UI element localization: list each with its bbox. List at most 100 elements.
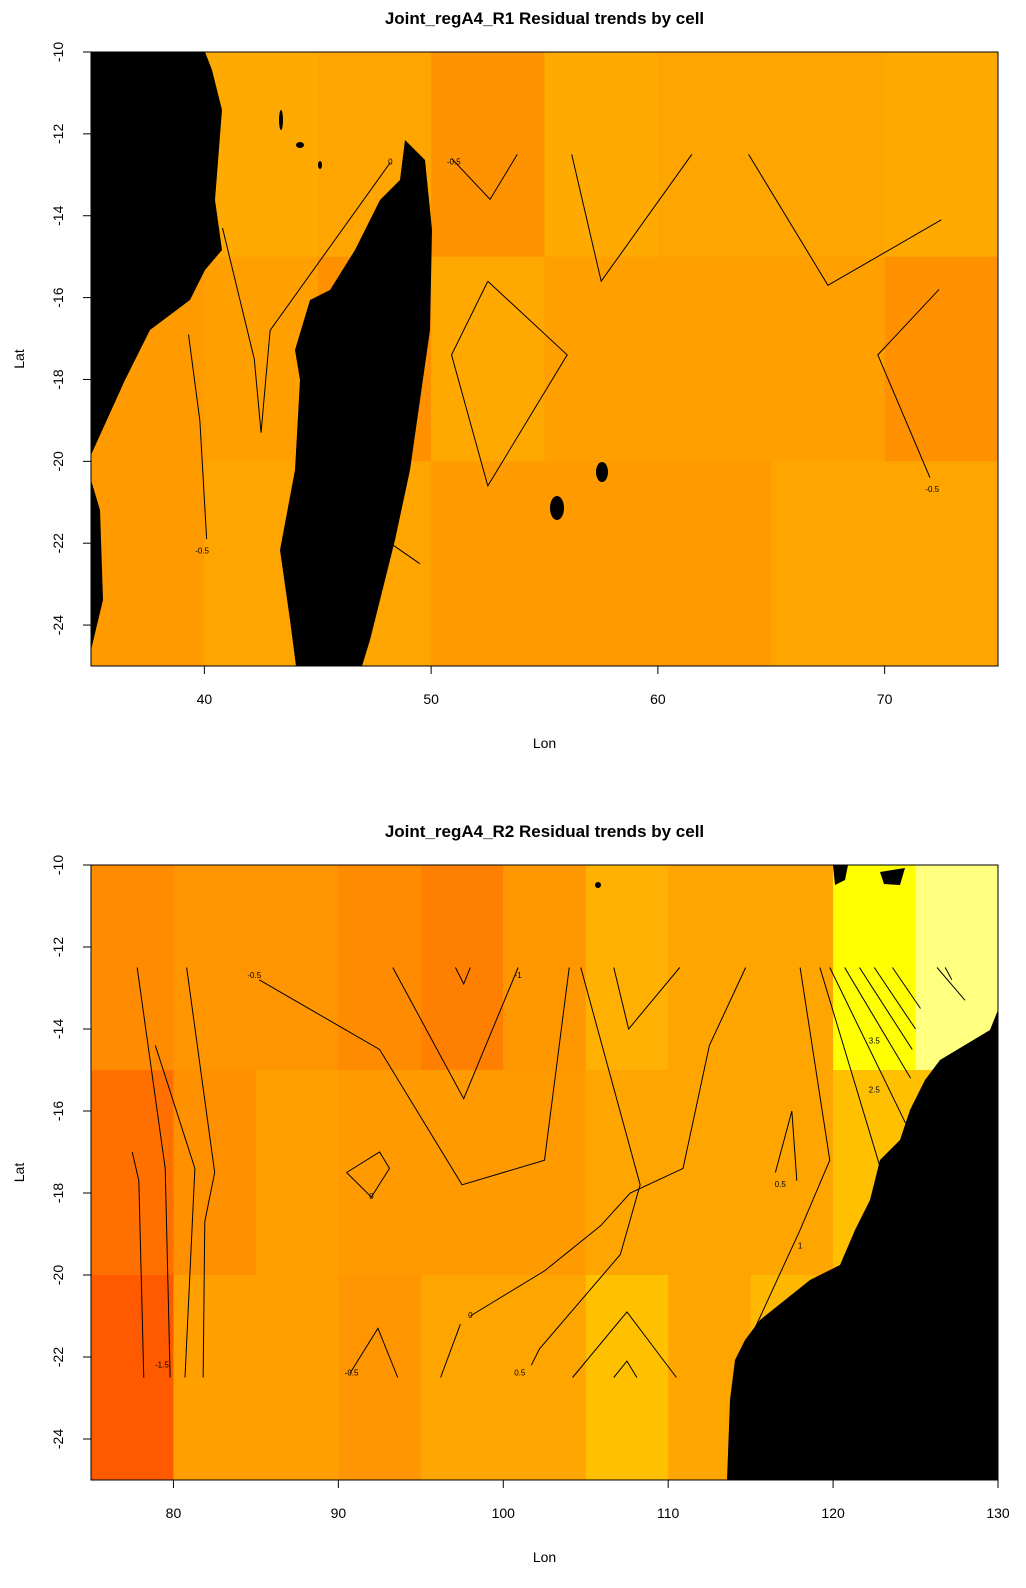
contour-label: 3.5 [869, 1036, 881, 1045]
contour-line [258, 967, 570, 1186]
cell [668, 865, 752, 1071]
cell [91, 461, 205, 666]
x-tick-label: 100 [492, 1505, 516, 1521]
cell [657, 256, 772, 462]
y-tick-label: -16 [50, 287, 66, 307]
cell [503, 1275, 587, 1480]
land [91, 52, 608, 666]
cell [771, 461, 886, 666]
contour-line [392, 967, 519, 1100]
cell [657, 52, 772, 258]
cell [750, 1070, 834, 1276]
cell [255, 865, 339, 1071]
contour-line [877, 289, 940, 478]
contour-label: -1.5 [155, 1360, 169, 1369]
contour-line [746, 967, 831, 1345]
contour-line [774, 1110, 798, 1181]
contour-line [829, 967, 907, 1124]
y-tick-label: -14 [50, 1019, 66, 1039]
plot-frame [90, 864, 999, 1481]
y-tick-label: -10 [50, 855, 66, 875]
land [595, 865, 998, 1480]
x-tick-label: 50 [423, 691, 439, 707]
cells [91, 52, 998, 666]
contour-line [154, 1045, 196, 1378]
contour-line [222, 162, 391, 433]
cell [544, 52, 659, 258]
x-tick-label: 90 [331, 1505, 347, 1521]
x-tick-label: 40 [197, 691, 213, 707]
contour-line [748, 154, 942, 286]
cell [884, 461, 998, 666]
cell [338, 1275, 422, 1480]
plot-frame [90, 51, 999, 667]
x-tick-label: 60 [650, 691, 666, 707]
cell [420, 1275, 504, 1480]
cell [91, 865, 174, 1071]
contour-label: 0 [468, 1311, 473, 1320]
contour-line [819, 967, 880, 1165]
y-tick-label: -16 [50, 1101, 66, 1121]
y-tick-label: -24 [50, 615, 66, 635]
contour-line [349, 1327, 399, 1378]
contour-line [450, 280, 568, 488]
x-axis-label: Lon [533, 735, 556, 751]
cell [173, 865, 257, 1071]
x-tick-label: 80 [166, 1505, 182, 1521]
contour-label: 2.5 [869, 1086, 881, 1095]
cell [503, 1070, 587, 1276]
contour-line [188, 334, 208, 540]
contour-line [873, 967, 916, 1030]
contour-line [136, 967, 171, 1378]
contour-line [859, 967, 913, 1050]
x-axis-label: Lon [533, 1549, 556, 1565]
cell [771, 256, 886, 462]
contour-line [131, 1151, 145, 1378]
cell [544, 256, 659, 462]
y-tick-label: -20 [50, 451, 66, 471]
contour-label: -0.5 [247, 971, 261, 980]
contour-line [470, 967, 747, 1317]
y-tick-label: -10 [50, 42, 66, 62]
cell [544, 461, 659, 666]
y-tick-label: -22 [50, 1347, 66, 1367]
cell [668, 1070, 752, 1276]
y-tick-label: -22 [50, 533, 66, 553]
y-tick-label: -24 [50, 1429, 66, 1449]
contour-line [346, 1151, 391, 1198]
y-tick-label: -18 [50, 369, 66, 389]
cell [204, 52, 319, 258]
cell [771, 52, 886, 258]
contour-line [892, 967, 921, 1009]
contour-line [186, 967, 216, 1378]
x-tick-label: 110 [657, 1505, 680, 1521]
contour-line [530, 967, 641, 1366]
contour-label: 0.5 [514, 1369, 526, 1378]
contour-label: -0.5 [195, 546, 209, 555]
cell [657, 461, 772, 666]
cell [503, 865, 587, 1071]
axes: 40 50 60 70-10-12-14-16-18-20-22-24Joint_re… [11, 9, 1010, 1565]
contour-label: -0.5 [925, 485, 939, 494]
contour-label: -0.5 [447, 158, 461, 167]
cell [420, 1070, 504, 1276]
contour-line [440, 1324, 461, 1378]
cell [255, 1275, 339, 1480]
cell [338, 1070, 422, 1276]
contour-line [944, 967, 953, 981]
cell [431, 256, 545, 462]
contour-line [572, 1311, 677, 1378]
chart-title: Joint_regA4_R1 Residual trends by cell [385, 9, 704, 28]
contour-line [844, 967, 912, 1079]
contour-label: 0.5 [775, 1180, 787, 1189]
y-tick-label: -18 [50, 1183, 66, 1203]
cell [884, 256, 998, 462]
contour-label: -1 [515, 971, 523, 980]
cell [255, 1070, 339, 1276]
cell [338, 865, 422, 1071]
chart-title: Joint_regA4_R2 Residual trends by cell [385, 822, 704, 841]
y-axis-label: Lat [11, 349, 27, 369]
x-tick-label: 70 [877, 691, 893, 707]
x-tick-label: 120 [821, 1505, 845, 1521]
